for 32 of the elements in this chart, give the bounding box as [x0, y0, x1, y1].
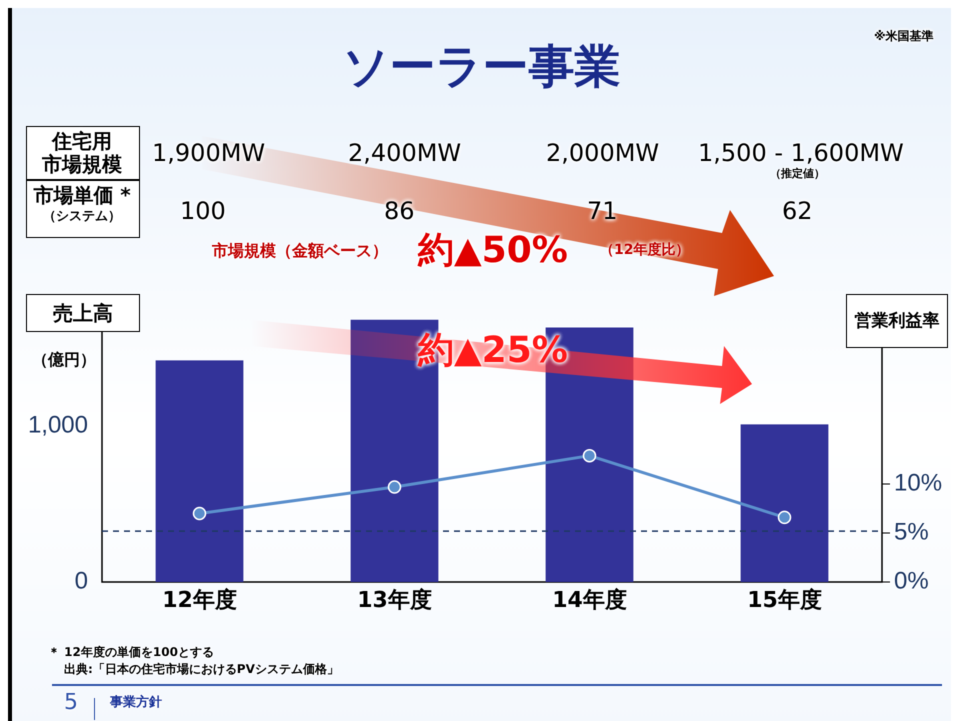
y2-tick-label: 0% — [894, 568, 929, 595]
source-note: 出典:「日本の住宅市場におけるPVシステム価格」 — [64, 662, 339, 677]
y2-axis-title: 営業利益率 — [846, 294, 948, 348]
x-tick-label: 15年度 — [747, 586, 822, 613]
text: 62 — [782, 197, 813, 226]
text: 住宅用 — [50, 129, 113, 153]
text: ＊ 12年度の単価を100とする — [48, 645, 214, 660]
text: 5 — [64, 690, 78, 716]
y-axis-title: 売上高 — [26, 294, 140, 332]
text: 100 — [180, 197, 226, 226]
x-tick-label: 14年度 — [552, 586, 627, 613]
text: 市場規模 — [41, 152, 123, 176]
y-tick-label: 0 — [74, 568, 88, 595]
text: 86 — [384, 197, 415, 226]
y-tick-label: 1,000 — [28, 412, 88, 439]
y2-tick-label: 5% — [894, 518, 929, 546]
text: 1,900MW — [152, 139, 266, 168]
text: 2,000MW — [546, 139, 660, 168]
text: 2,400MW — [348, 139, 462, 168]
text: （億円） — [32, 350, 96, 370]
text: 約▲50% — [418, 230, 568, 272]
text: （システム） — [42, 209, 122, 225]
x-tick-label: 13年度 — [357, 586, 432, 613]
chart-title: ソーラー事業 — [342, 39, 620, 93]
text: 事業方針 — [110, 695, 162, 711]
text: 市場単価 * — [32, 183, 132, 207]
x-tick-label: 12年度 — [162, 586, 237, 613]
y2-tick-label: 10% — [894, 470, 942, 497]
text: ※米国基準 — [874, 29, 934, 44]
text: 市場規模（金額ベース） — [212, 241, 388, 260]
text: （推定値） — [770, 167, 825, 181]
text: 1,500 - 1,600MW — [698, 139, 904, 168]
